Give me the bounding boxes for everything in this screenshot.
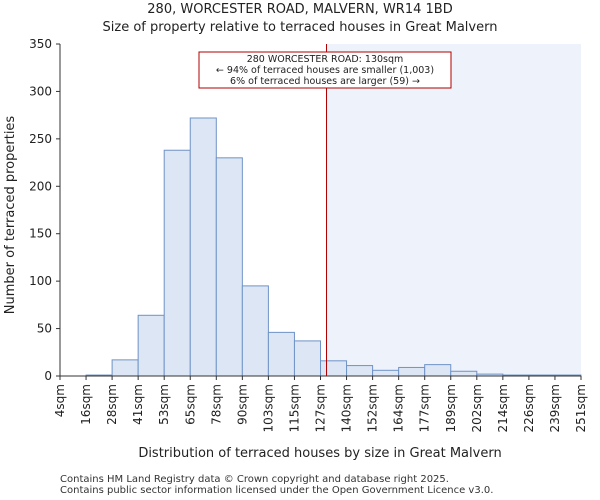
annotation-box: 280 WORCESTER ROAD: 130sqm ← 94% of terr… [198, 51, 452, 89]
x-tick-label: 41sqm [131, 384, 145, 425]
x-tick-label: 251sqm [574, 384, 588, 432]
x-tick-label: 53sqm [157, 384, 171, 425]
x-tick-label: 115sqm [287, 384, 301, 432]
bar-127sqm [320, 360, 348, 377]
x-axis-label: Distribution of terraced houses by size … [138, 446, 501, 461]
x-tick-label: 177sqm [418, 384, 432, 432]
bar-28sqm [111, 359, 139, 377]
x-tick-label: 28sqm [105, 384, 119, 425]
x-tick-label: 189sqm [444, 384, 458, 432]
bar-177sqm [424, 364, 452, 377]
y-tick-label: 0 [44, 369, 52, 383]
bar-115sqm [293, 340, 322, 377]
y-tick-label: 100 [29, 274, 52, 288]
bars-group [85, 117, 582, 377]
y-tick-label: 250 [29, 132, 52, 146]
x-tick-label: 127sqm [314, 384, 328, 432]
bar-164sqm [398, 366, 426, 377]
x-tick-label: 214sqm [496, 384, 510, 432]
bar-189sqm [450, 370, 478, 377]
y-tick-label: 150 [29, 227, 52, 241]
y-tick-label: 200 [29, 179, 52, 193]
bar-41sqm [137, 314, 165, 377]
x-tick-label: 78sqm [209, 384, 223, 425]
x-tick-label: 239sqm [548, 384, 562, 432]
x-tick-label: 90sqm [235, 384, 249, 425]
bar-53sqm [163, 149, 191, 377]
bar-90sqm [241, 285, 269, 377]
y-ticks: 0 50 100 150 200 250 300 350 [29, 37, 60, 383]
x-tick-label: 202sqm [470, 384, 484, 432]
chart-title: 280, WORCESTER ROAD, MALVERN, WR14 1BD [147, 2, 453, 17]
x-tick-label: 152sqm [366, 384, 380, 432]
x-tick-label: 140sqm [340, 384, 354, 432]
footer-line-2: Contains public sector information licen… [60, 485, 494, 496]
x-tick-label: 16sqm [79, 384, 93, 425]
bar-78sqm [215, 157, 243, 377]
x-ticks: 4sqm 16sqm 28sqm 41sqm 53sqm 65sqm 78sqm 90sqm 1… [53, 376, 588, 432]
y-tick-label: 350 [29, 37, 52, 51]
footer-line-1: Contains HM Land Registry data © Crown c… [60, 474, 449, 485]
x-tick-label: 226sqm [522, 384, 536, 432]
x-tick-label: 164sqm [392, 384, 406, 432]
y-tick-label: 50 [37, 322, 52, 336]
y-tick-label: 300 [29, 84, 52, 98]
x-tick-label: 103sqm [261, 384, 275, 432]
annotation-line-2: ← 94% of terraced houses are smaller (1,… [216, 65, 434, 76]
y-axis-label: Number of terraced properties [3, 116, 18, 315]
annotation-frame [198, 51, 452, 89]
chart-subtitle: Size of property relative to terraced ho… [102, 20, 498, 35]
bar-152sqm [372, 369, 400, 377]
bar-103sqm [267, 331, 295, 377]
x-tick-label: 65sqm [183, 384, 197, 425]
bar-65sqm [189, 117, 217, 377]
x-tick-label: 4sqm [53, 384, 67, 417]
annotation-line-3: 6% of terraced houses are larger (59) → [230, 76, 420, 87]
bar-140sqm [346, 365, 374, 377]
annotation-line-1: 280 WORCESTER ROAD: 130sqm [247, 54, 404, 65]
larger-region-highlight [326, 44, 581, 376]
